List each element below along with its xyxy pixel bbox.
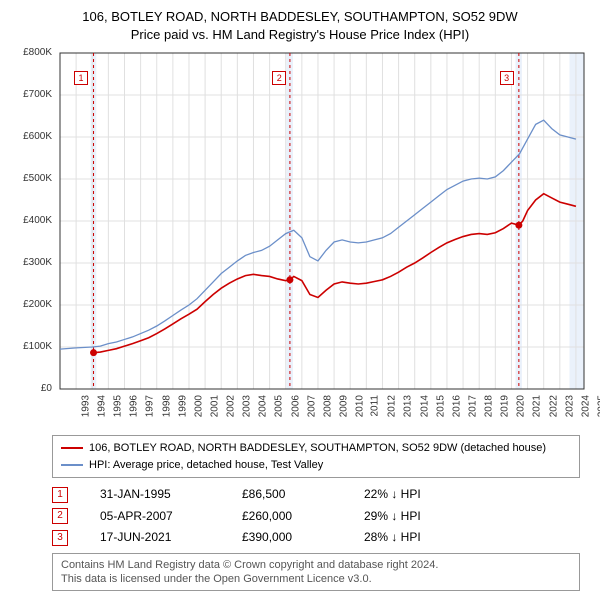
title-line-2: Price paid vs. HM Land Registry's House … bbox=[12, 26, 588, 44]
x-axis-label: 2003 bbox=[241, 395, 252, 417]
x-axis-label: 2018 bbox=[483, 395, 494, 417]
marker-badge: 2 bbox=[52, 508, 68, 524]
x-axis-label: 2025 bbox=[596, 395, 600, 417]
x-axis-label: 2017 bbox=[467, 395, 478, 417]
marker-date: 05-APR-2007 bbox=[100, 506, 210, 528]
marker-delta: 29% ↓ HPI bbox=[364, 506, 421, 528]
legend: 106, BOTLEY ROAD, NORTH BADDESLEY, SOUTH… bbox=[52, 435, 580, 478]
x-axis-label: 2006 bbox=[290, 395, 301, 417]
x-axis-label: 2008 bbox=[322, 395, 333, 417]
x-axis-label: 2009 bbox=[338, 395, 349, 417]
marker-price: £390,000 bbox=[242, 527, 332, 549]
x-axis-label: 2002 bbox=[225, 395, 236, 417]
x-axis-label: 2015 bbox=[435, 395, 446, 417]
x-axis-label: 2023 bbox=[564, 395, 575, 417]
x-axis-label: 2021 bbox=[532, 395, 543, 417]
title-line-1: 106, BOTLEY ROAD, NORTH BADDESLEY, SOUTH… bbox=[12, 8, 588, 26]
x-axis-label: 2007 bbox=[306, 395, 317, 417]
legend-label: HPI: Average price, detached house, Test… bbox=[89, 457, 323, 474]
legend-row: HPI: Average price, detached house, Test… bbox=[61, 457, 571, 474]
marker-date: 17-JUN-2021 bbox=[100, 527, 210, 549]
page-container: 106, BOTLEY ROAD, NORTH BADDESLEY, SOUTH… bbox=[0, 0, 600, 590]
markers-table: 1 31-JAN-1995 £86,500 22% ↓ HPI 2 05-APR-2007… bbox=[52, 484, 580, 549]
x-axis-label: 2001 bbox=[209, 395, 220, 417]
y-axis-label: £100K bbox=[14, 341, 52, 352]
y-axis-label: £300K bbox=[14, 257, 52, 268]
x-axis-label: 1997 bbox=[145, 395, 156, 417]
y-axis-label: £400K bbox=[14, 215, 52, 226]
x-axis-label: 2012 bbox=[387, 395, 398, 417]
x-axis-label: 2013 bbox=[403, 395, 414, 417]
marker-delta: 22% ↓ HPI bbox=[364, 484, 421, 506]
x-axis-label: 2019 bbox=[499, 395, 510, 417]
footer-line-1: Contains HM Land Registry data © Crown c… bbox=[61, 558, 571, 572]
x-axis-label: 1998 bbox=[161, 395, 172, 417]
x-axis-label: 1993 bbox=[80, 395, 91, 417]
x-axis-label: 2016 bbox=[451, 395, 462, 417]
marker-price: £260,000 bbox=[242, 506, 332, 528]
x-axis-label: 2000 bbox=[193, 395, 204, 417]
marker-date: 31-JAN-1995 bbox=[100, 484, 210, 506]
y-axis-label: £700K bbox=[14, 89, 52, 100]
x-axis-label: 1994 bbox=[96, 395, 107, 417]
chart-title: 106, BOTLEY ROAD, NORTH BADDESLEY, SOUTH… bbox=[12, 8, 588, 43]
x-axis-label: 2020 bbox=[516, 395, 527, 417]
y-axis-label: £600K bbox=[14, 131, 52, 142]
x-axis-label: 2011 bbox=[370, 395, 381, 417]
legend-swatch bbox=[61, 447, 83, 449]
x-axis-label: 2024 bbox=[580, 395, 591, 417]
legend-swatch bbox=[61, 464, 83, 466]
marker-badge: 1 bbox=[52, 487, 68, 503]
x-axis-label: 2005 bbox=[274, 395, 285, 417]
plot-marker-badge: 3 bbox=[500, 71, 514, 85]
marker-table-row: 3 17-JUN-2021 £390,000 28% ↓ HPI bbox=[52, 527, 580, 549]
y-axis-label: £200K bbox=[14, 299, 52, 310]
footer-note: Contains HM Land Registry data © Crown c… bbox=[52, 553, 580, 591]
x-axis-label: 2004 bbox=[258, 395, 269, 417]
marker-table-row: 1 31-JAN-1995 £86,500 22% ↓ HPI bbox=[52, 484, 580, 506]
x-axis-label: 1999 bbox=[177, 395, 188, 417]
plot-marker-badge: 1 bbox=[74, 71, 88, 85]
y-axis-label: £800K bbox=[14, 47, 52, 58]
legend-row: 106, BOTLEY ROAD, NORTH BADDESLEY, SOUTH… bbox=[61, 440, 571, 457]
marker-badge: 3 bbox=[52, 530, 68, 546]
y-axis-label: £500K bbox=[14, 173, 52, 184]
x-axis-label: 1995 bbox=[112, 395, 123, 417]
marker-price: £86,500 bbox=[242, 484, 332, 506]
x-axis-label: 2022 bbox=[548, 395, 559, 417]
marker-table-row: 2 05-APR-2007 £260,000 29% ↓ HPI bbox=[52, 506, 580, 528]
x-axis-label: 2010 bbox=[354, 395, 365, 417]
y-axis-label: £0 bbox=[14, 383, 52, 394]
x-axis-label: 2014 bbox=[419, 395, 430, 417]
chart-area: £0 £100K £200K £300K £400K £500K £600K £700K £80… bbox=[12, 49, 588, 429]
x-axis-label: 1996 bbox=[129, 395, 140, 417]
footer-line-2: This data is licensed under the Open Gov… bbox=[61, 572, 571, 586]
plot-marker-badge: 2 bbox=[272, 71, 286, 85]
marker-delta: 28% ↓ HPI bbox=[364, 527, 421, 549]
legend-label: 106, BOTLEY ROAD, NORTH BADDESLEY, SOUTH… bbox=[89, 440, 546, 457]
